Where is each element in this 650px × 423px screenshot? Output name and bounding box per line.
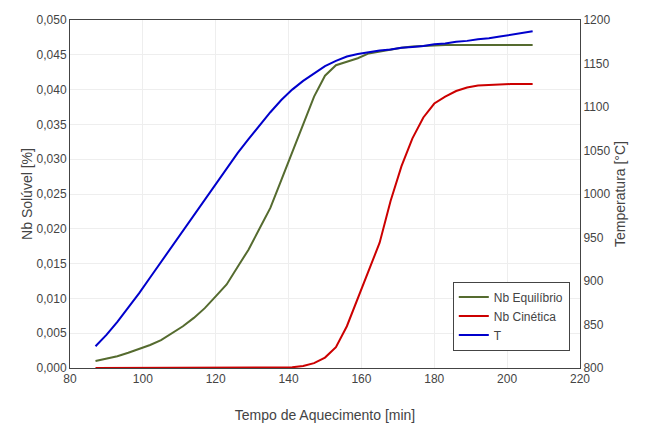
- svg-text:220: 220: [570, 372, 590, 386]
- svg-text:100: 100: [133, 372, 153, 386]
- svg-text:200: 200: [497, 372, 517, 386]
- svg-text:850: 850: [583, 318, 603, 332]
- svg-text:Temperatura [°C]: Temperatura [°C]: [612, 141, 628, 247]
- svg-text:1200: 1200: [583, 13, 610, 27]
- svg-text:1150: 1150: [583, 57, 609, 71]
- svg-text:0,050: 0,050: [37, 13, 67, 27]
- svg-text:1100: 1100: [583, 100, 609, 114]
- svg-text:0,005: 0,005: [37, 326, 67, 340]
- svg-text:Nb Solúvel [%]: Nb Solúvel [%]: [19, 148, 35, 240]
- svg-text:0,035: 0,035: [37, 118, 67, 132]
- svg-text:0,030: 0,030: [37, 152, 67, 166]
- svg-text:800: 800: [583, 361, 603, 375]
- svg-text:120: 120: [206, 372, 226, 386]
- svg-text:T: T: [494, 329, 502, 343]
- svg-text:0,025: 0,025: [37, 187, 67, 201]
- svg-text:900: 900: [583, 274, 603, 288]
- svg-text:0,010: 0,010: [37, 292, 67, 306]
- svg-text:0,000: 0,000: [37, 361, 67, 375]
- svg-text:Nb Cinética: Nb Cinética: [494, 310, 556, 324]
- svg-text:160: 160: [351, 372, 371, 386]
- svg-text:0,015: 0,015: [37, 257, 67, 271]
- svg-text:80: 80: [63, 372, 77, 386]
- svg-text:180: 180: [424, 372, 444, 386]
- svg-text:0,045: 0,045: [37, 48, 67, 62]
- svg-text:Tempo de Aquecimento [min]: Tempo de Aquecimento [min]: [235, 407, 416, 423]
- svg-text:0,040: 0,040: [37, 83, 67, 97]
- svg-text:1050: 1050: [583, 144, 610, 158]
- svg-text:950: 950: [583, 231, 603, 245]
- svg-text:140: 140: [279, 372, 299, 386]
- svg-text:0,020: 0,020: [37, 222, 67, 236]
- svg-text:1000: 1000: [583, 187, 610, 201]
- svg-text:Nb Equilíbrio: Nb Equilíbrio: [494, 291, 563, 305]
